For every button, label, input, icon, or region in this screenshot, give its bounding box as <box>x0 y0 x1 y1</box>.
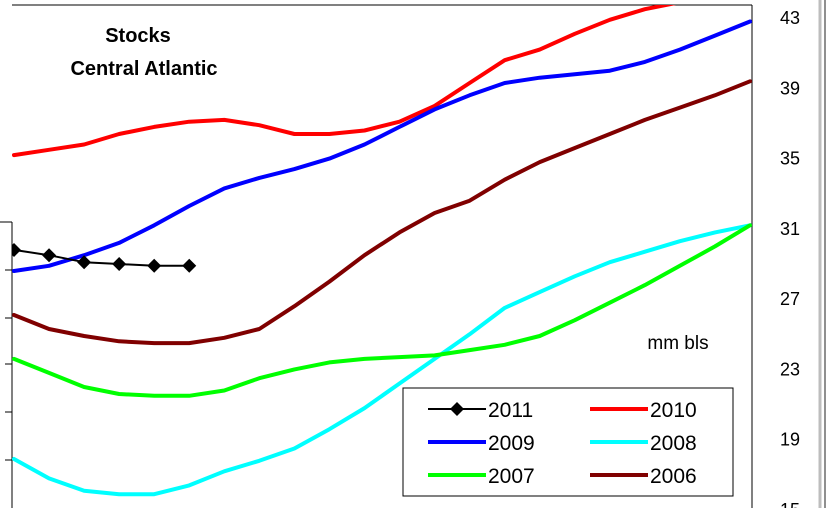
data-point-2011 <box>77 255 92 270</box>
data-point-2011 <box>182 258 197 273</box>
y-tick-label: 23 <box>780 359 800 379</box>
legend-label-2006: 2006 <box>650 465 697 488</box>
series-layer <box>12 5 752 497</box>
chart-title: Stocks <box>105 25 171 47</box>
legend-label-2010: 2010 <box>650 399 697 422</box>
data-point-2011 <box>12 242 21 257</box>
data-point-2011 <box>112 257 127 271</box>
clipped-left-panel <box>0 221 13 508</box>
y-axis-unit-label: mm bls <box>647 333 708 354</box>
data-point-2011 <box>42 248 57 263</box>
legend-marker-2011 <box>450 402 464 416</box>
series-line-2006 <box>12 79 752 346</box>
chart-subtitle: Central Atlantic <box>70 58 217 80</box>
y-tick-label: 31 <box>780 219 800 239</box>
series-line-2010 <box>12 5 677 158</box>
legend: 2011 2010 2009 2008 2007 2006 <box>402 387 734 497</box>
y-tick-label: 15 <box>780 500 800 508</box>
y-tick-label: 27 <box>780 289 800 309</box>
plot-area <box>12 4 753 508</box>
series-line-2007 <box>12 223 752 398</box>
y-tick-label: 39 <box>780 78 800 98</box>
legend-label-2009: 2009 <box>488 432 535 455</box>
legend-label-2008: 2008 <box>650 432 697 455</box>
y-tick-label: 19 <box>780 430 800 450</box>
y-tick-label: 43 <box>780 8 800 28</box>
data-point-2011 <box>147 258 162 273</box>
series-line-2008 <box>12 223 752 497</box>
legend-items: 2011 2010 2009 2008 2007 2006 <box>428 399 697 488</box>
legend-label-2011: 2011 <box>488 399 533 422</box>
y-axis-ticks: 43 39 35 31 27 23 19 15 <box>780 8 800 508</box>
series-line-2009 <box>12 19 752 273</box>
legend-label-2007: 2007 <box>488 465 535 488</box>
y-tick-label: 35 <box>780 149 800 169</box>
